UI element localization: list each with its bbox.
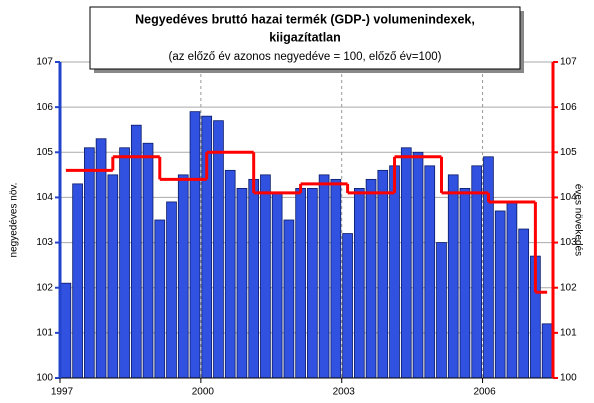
bar <box>377 169 389 379</box>
bar <box>295 187 306 379</box>
x-tick-label: 2000 <box>192 387 215 398</box>
bar <box>389 165 400 379</box>
y2-tick-label: 103 <box>560 237 577 248</box>
bar <box>260 174 271 379</box>
y-tick-label: 103 <box>36 237 53 248</box>
y-tick-label: 104 <box>36 192 53 203</box>
bar <box>236 187 248 379</box>
x-tick-label: 2003 <box>333 387 356 398</box>
bar <box>177 174 189 379</box>
y2-tick-label: 102 <box>560 282 577 293</box>
y2-tick-label: 104 <box>560 192 577 203</box>
bar <box>142 142 154 379</box>
bar <box>330 178 342 379</box>
y2-tick-label: 101 <box>560 327 577 338</box>
x-tick-label: 2006 <box>473 387 496 398</box>
chart-title: Negyedéves bruttó hazai termék (GDP-) vo… <box>135 12 475 26</box>
x-tick-label: 1997 <box>51 387 74 398</box>
bar <box>72 183 83 379</box>
y-tick-label: 101 <box>36 327 53 338</box>
y-tick-label: 106 <box>36 102 53 113</box>
chart-title: kiigazítatlan <box>269 30 341 44</box>
bar <box>506 201 518 379</box>
bar <box>248 178 260 379</box>
y-tick-label: 105 <box>36 147 53 158</box>
y-axis-label: negyedéves növ. <box>9 183 20 258</box>
bar <box>213 120 224 379</box>
y2-tick-label: 106 <box>560 102 577 113</box>
bar <box>459 187 471 379</box>
bar <box>412 151 424 379</box>
bar <box>166 201 177 379</box>
y-tick-label: 107 <box>36 57 53 68</box>
bar <box>189 111 201 379</box>
chart-subtitle: (az előző év azonos negyedéve = 100, elő… <box>169 51 442 63</box>
bar <box>483 156 494 379</box>
bar <box>119 147 130 379</box>
title-box <box>89 6 521 70</box>
bar <box>84 147 95 379</box>
y-tick-label: 102 <box>36 282 53 293</box>
y2-axis-label: éves növekedés <box>572 184 583 256</box>
bar <box>400 147 412 379</box>
bar <box>271 192 283 379</box>
bar <box>107 174 119 379</box>
bar <box>224 169 236 379</box>
bar <box>436 242 447 379</box>
bar <box>541 323 553 379</box>
bar <box>60 282 72 379</box>
bar <box>471 165 483 379</box>
bar <box>518 228 529 379</box>
bar <box>494 210 506 379</box>
y-tick-label: 100 <box>36 373 53 384</box>
bar <box>130 124 142 379</box>
bar <box>318 174 330 379</box>
bar <box>342 233 353 379</box>
bar <box>447 174 459 379</box>
bar <box>283 219 295 379</box>
y2-tick-label: 100 <box>560 373 577 384</box>
plot-area: 100 101 102 103 104 105 106 107 100 101 102 103 104 1… <box>36 57 577 398</box>
bar <box>365 178 377 379</box>
bar <box>154 219 166 379</box>
y2-tick-label: 105 <box>560 147 577 158</box>
bar <box>307 187 318 379</box>
bar <box>424 165 436 379</box>
bar <box>95 138 107 379</box>
y2-tick-label: 107 <box>560 57 577 68</box>
bar <box>353 187 365 379</box>
